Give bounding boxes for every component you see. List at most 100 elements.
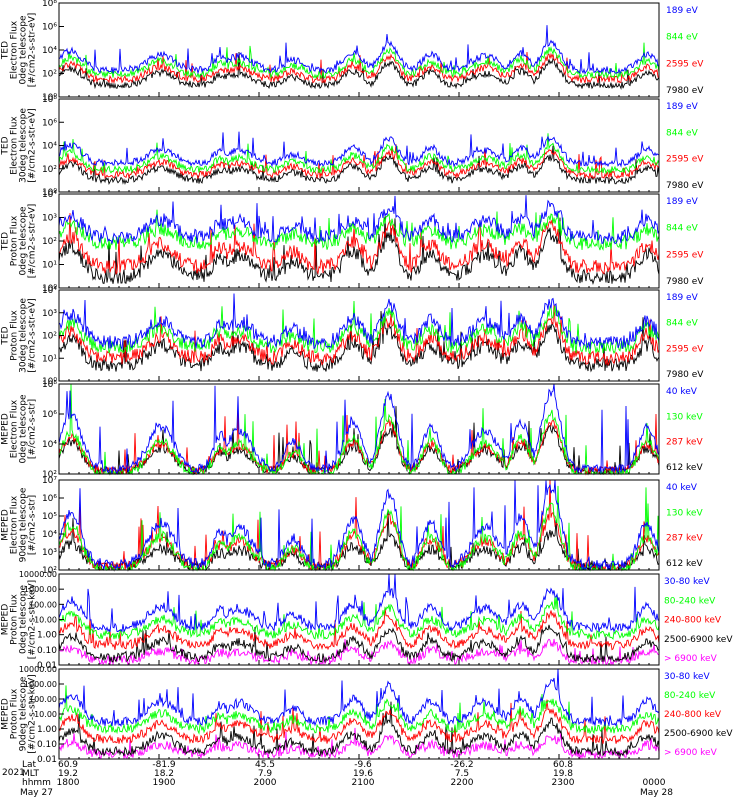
series-line-1-3 bbox=[58, 42, 660, 80]
series-line-6-4 bbox=[58, 479, 660, 571]
end-date: May 28 bbox=[640, 788, 673, 798]
y-axis-label-line: MEPED bbox=[1, 604, 11, 636]
series-line-5-3 bbox=[58, 383, 660, 476]
y-tick-label: 10² bbox=[42, 165, 57, 175]
series-line-4-4 bbox=[58, 293, 660, 351]
footer-value: 2300 bbox=[552, 778, 575, 788]
y-axis-label-line: TED bbox=[1, 326, 11, 345]
y-tick-label: 10⁶ bbox=[42, 494, 57, 504]
legend-entry: 2595 eV bbox=[666, 155, 704, 165]
y-axis-label-line: MEPED bbox=[1, 509, 11, 541]
footer-value: 7.9 bbox=[258, 769, 273, 779]
y-axis-label: TEDProton Flux30deg telescope[#/cm2-s-st… bbox=[1, 298, 38, 373]
y-tick-label: 100.00 bbox=[29, 600, 57, 609]
y-tick-label: 10⁴ bbox=[42, 286, 57, 296]
y-axis-label-line: [#/cm2-s-str-eV] bbox=[28, 13, 38, 88]
series-line-1-2 bbox=[58, 51, 660, 84]
legend-entry: 40 keV bbox=[666, 483, 698, 493]
y-tick-label: 10000.00 bbox=[19, 665, 57, 674]
legend-entry: 612 keV bbox=[666, 559, 703, 569]
y-tick-label: 10³ bbox=[42, 214, 57, 224]
series-line-8-2 bbox=[58, 701, 660, 758]
y-axis-label-line: 30deg telescope bbox=[19, 108, 29, 183]
series-line-7-3 bbox=[58, 607, 660, 651]
series-line-1-4 bbox=[58, 25, 660, 75]
series-line-3-2 bbox=[58, 213, 660, 276]
panel-3: 10⁰ 10¹ 10² 10³ 10⁴ TEDProton Flux0deg telesc… bbox=[1, 190, 705, 294]
series-line-7-5 bbox=[58, 573, 660, 633]
series-line-3-4 bbox=[58, 195, 660, 245]
legend-entry: 130 keV bbox=[666, 412, 703, 422]
y-tick-label: 10.00 bbox=[34, 710, 57, 719]
y-axis-label-line: TED bbox=[1, 136, 11, 155]
y-tick-label: 0.01 bbox=[37, 755, 57, 765]
y-axis-label-line: Proton Flux bbox=[10, 215, 20, 266]
legend-entry: 30-80 keV bbox=[664, 672, 710, 682]
y-tick-label: 1000.00 bbox=[24, 680, 57, 689]
y-axis-label-line: [#/cm2-s-str-keV] bbox=[28, 674, 38, 753]
panel-6: 10² 10³ 10⁴ 10⁵ 10⁶ 10⁷ MEPEDElectron Flux90de… bbox=[1, 476, 704, 576]
y-axis-label: MEPEDProton Flux0deg telescope[#/cm2-s-s… bbox=[1, 580, 38, 659]
footer-value: 19.2 bbox=[58, 769, 78, 779]
y-tick-label: 10⁰ bbox=[42, 377, 57, 387]
footer-value: 2200 bbox=[451, 778, 474, 788]
legend-entry: 189 eV bbox=[666, 102, 699, 112]
footer-value: 7.5 bbox=[455, 769, 469, 779]
series-line-8-1 bbox=[58, 727, 660, 760]
footer-row-label: MLT bbox=[22, 769, 40, 779]
legend-entry: 2500-6900 keV bbox=[664, 635, 733, 645]
legend-entry: > 6900 keV bbox=[664, 654, 718, 664]
footer-value: 2100 bbox=[352, 778, 375, 788]
legend-entry: 240-800 keV bbox=[664, 710, 722, 720]
legend-entry: 80-240 keV bbox=[664, 691, 716, 701]
y-axis-label-line: MEPED bbox=[1, 413, 11, 445]
y-tick-label: 10⁴ bbox=[42, 440, 57, 450]
legend-entry: 844 eV bbox=[666, 33, 699, 43]
legend-entry: 612 keV bbox=[666, 463, 703, 473]
y-axis-label-line: 90deg telescope bbox=[19, 487, 29, 562]
y-tick-label: 10⁰ bbox=[42, 188, 57, 198]
y-axis-label: TEDElectron Flux0deg telescope[#/cm2-s-s… bbox=[1, 13, 38, 88]
y-axis-label: MEPEDElectron Flux90deg telescope[#/cm2-… bbox=[1, 487, 38, 562]
y-tick-label: 10.00 bbox=[34, 616, 57, 625]
legend-entry: 240-800 keV bbox=[664, 616, 722, 626]
y-axis-label: TEDElectron Flux30deg telescope[#/cm2-s-… bbox=[1, 108, 38, 183]
y-tick-label: 10² bbox=[42, 470, 57, 480]
y-tick-label: 0.10 bbox=[37, 646, 57, 656]
panel-frame bbox=[58, 98, 660, 193]
y-axis-label-line: Electron Flux bbox=[10, 495, 20, 554]
y-tick-label: 10⁰ bbox=[42, 93, 57, 103]
y-axis-label-line: [#/cm2-s-str-keV] bbox=[28, 580, 38, 659]
y-tick-label: 10³ bbox=[42, 309, 57, 319]
legend-entry: 287 keV bbox=[666, 438, 703, 448]
y-axis-label-line: Electron Flux bbox=[10, 20, 20, 79]
series-line-2-3 bbox=[58, 133, 660, 175]
y-axis-label: MEPEDProton Flux90deg telescope[#/cm2-s-… bbox=[1, 674, 38, 753]
legend-entry: 2595 eV bbox=[666, 59, 704, 69]
footer-row-label: Lat bbox=[22, 760, 37, 770]
y-axis-label-line: 30deg telescope bbox=[19, 298, 29, 373]
y-axis-label-line: Electron Flux bbox=[10, 116, 20, 175]
legend-entry: 189 eV bbox=[666, 6, 699, 16]
y-tick-label: 0.01 bbox=[37, 661, 57, 671]
year-label: 2021 bbox=[2, 768, 25, 778]
y-axis-label-line: 90deg telescope bbox=[19, 676, 29, 751]
legend-entry: 189 eV bbox=[666, 197, 699, 207]
footer-value: 18.2 bbox=[154, 769, 174, 779]
y-tick-label: 10¹ bbox=[42, 354, 57, 364]
y-tick-label: 10⁴ bbox=[42, 190, 57, 200]
panel-1: 10⁰ 10² 10⁴ 10⁶ 10⁸ TEDElectron Flux0deg tele… bbox=[1, 0, 705, 103]
legend-entry: 7980 eV bbox=[666, 277, 704, 287]
y-axis-label-line: [#/cm2-s-str] bbox=[28, 495, 38, 555]
legend-entry: > 6900 keV bbox=[664, 748, 718, 758]
legend-entry: 2595 eV bbox=[666, 250, 704, 260]
legend-entry: 844 eV bbox=[666, 224, 699, 234]
legend-entry: 189 eV bbox=[666, 293, 699, 303]
y-tick-label: 10⁴ bbox=[42, 46, 57, 56]
panel-8: 0.010.101.0010.00100.001000.0010000.00ME… bbox=[1, 665, 734, 765]
footer-value: 19.8 bbox=[553, 769, 573, 779]
y-axis-label-line: TED bbox=[1, 232, 11, 251]
